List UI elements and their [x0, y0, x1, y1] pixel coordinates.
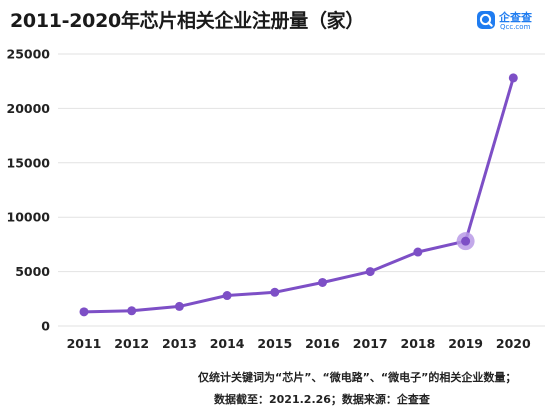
logo-name: 企查查	[499, 11, 532, 24]
x-tick-label-2012: 2012	[114, 336, 149, 351]
data-point-2017	[365, 267, 375, 277]
y-tick-label-25000: 25000	[7, 47, 51, 62]
x-tick-label-2011: 2011	[67, 336, 102, 351]
data-point-2014	[222, 291, 232, 301]
grid-lines	[58, 53, 545, 327]
logo-url: Qcc.com	[500, 23, 531, 31]
y-tick-label-15000: 15000	[7, 155, 51, 170]
y-tick-label-0: 0	[41, 319, 50, 334]
brand-logo: 企查查 Qcc.com	[476, 7, 546, 35]
y-tick-label-20000: 20000	[7, 101, 51, 116]
y-axis-tick-labels: 0 5000 10000 15000 20000 25000	[7, 47, 51, 334]
x-tick-label-2013: 2013	[162, 336, 197, 351]
x-tick-label-2017: 2017	[353, 336, 388, 351]
qcc-logo-icon	[477, 11, 495, 29]
x-axis-tick-labels: 2011 2012 2013 2014 2015 2016 2017 2018 2019 2020	[67, 336, 531, 351]
x-tick-label-2019: 2019	[448, 336, 483, 351]
data-point-2012	[127, 306, 137, 316]
data-point-2013	[174, 301, 184, 311]
data-points	[79, 73, 518, 317]
data-point-2019	[461, 236, 471, 246]
series-line	[82, 76, 515, 314]
data-point-2016	[318, 277, 327, 287]
footnote-scope: 仅统计关键词为“芯片”、“微电路”、“微电子”的相关企业数量；	[198, 371, 517, 384]
x-tick-label-2015: 2015	[257, 336, 292, 351]
x-tick-label-2018: 2018	[401, 336, 436, 351]
chart-title: 2011-2020年芯片相关企业注册量（家）	[10, 10, 365, 32]
data-point-2011	[79, 307, 89, 317]
x-tick-label-2020: 2020	[496, 336, 531, 351]
data-point-2015	[270, 287, 280, 297]
data-point-2018	[413, 247, 423, 257]
y-tick-label-5000: 5000	[15, 264, 50, 279]
x-tick-label-2014: 2014	[210, 336, 245, 351]
series-line-0	[82, 76, 515, 314]
footnote-source: 数据截至：2021.2.26；数据来源：企查查	[214, 393, 430, 406]
data-point-2020	[508, 73, 518, 83]
x-tick-label-2016: 2016	[305, 336, 340, 351]
y-tick-label-10000: 10000	[7, 210, 51, 225]
